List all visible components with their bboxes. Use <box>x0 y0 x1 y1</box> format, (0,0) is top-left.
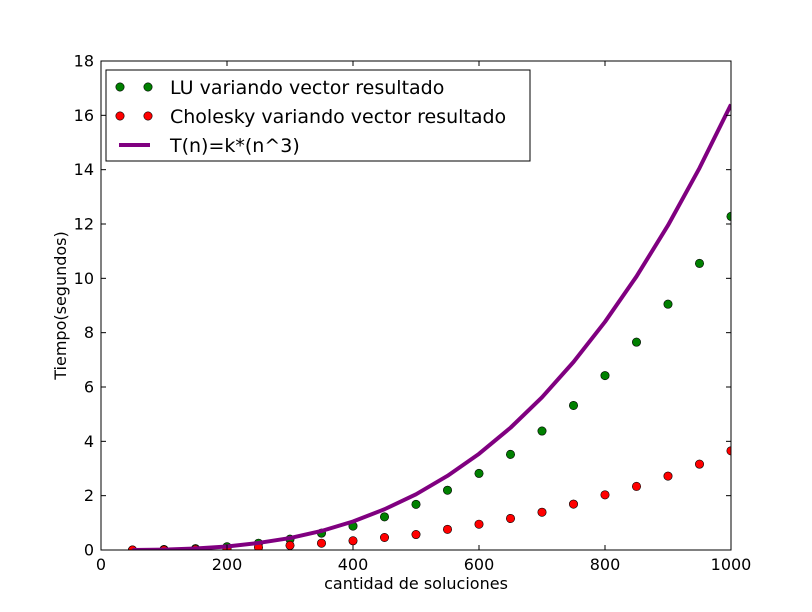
data-point-series-0 <box>631 337 641 347</box>
legend-swatch-marker <box>115 111 125 121</box>
data-point-series-0 <box>537 426 547 436</box>
y-tick-label: 18 <box>74 52 94 71</box>
y-tick-label: 12 <box>74 215 94 234</box>
data-point-series-1 <box>568 499 578 509</box>
legend-swatch-marker <box>143 111 153 121</box>
y-axis-label: Tiempo(segundos) <box>51 231 70 380</box>
y-tick-label: 2 <box>84 486 94 505</box>
legend: LU variando vector resultado Cholesky var… <box>105 69 531 162</box>
data-point-series-1 <box>631 481 641 491</box>
data-point-series-1 <box>411 530 421 540</box>
data-point-series-1 <box>285 540 295 550</box>
data-point-series-0 <box>505 449 515 459</box>
x-tick-label: 800 <box>590 555 621 574</box>
x-tick-label: 600 <box>464 555 495 574</box>
series-line-tn <box>132 103 731 550</box>
data-point-series-1 <box>663 471 673 481</box>
y-tick-label: 14 <box>74 160 94 179</box>
plot-area <box>128 103 731 550</box>
data-point-series-1 <box>379 533 389 543</box>
data-point-series-0 <box>474 468 484 478</box>
legend-entry-label: Cholesky variando vector resultado <box>170 106 506 128</box>
data-point-series-0 <box>411 499 421 509</box>
legend-box <box>105 69 531 162</box>
data-point-series-0 <box>600 371 610 381</box>
x-tick-label: 1000 <box>711 555 752 574</box>
x-axis-label: cantidad de soluciones <box>324 574 508 593</box>
data-point-series-1 <box>474 519 484 529</box>
data-point-series-1 <box>694 459 704 469</box>
y-tick-label: 16 <box>74 106 94 125</box>
x-tick-label: 400 <box>338 555 369 574</box>
y-tick-label: 0 <box>84 541 94 560</box>
data-point-series-1 <box>537 507 547 517</box>
legend-swatch-marker <box>143 82 153 92</box>
data-point-series-1 <box>505 513 515 523</box>
data-point-series-1 <box>600 490 610 500</box>
data-point-series-1 <box>316 538 326 548</box>
y-tick-label: 10 <box>74 269 94 288</box>
y-tick-label: 6 <box>84 378 94 397</box>
x-tick-label: 200 <box>212 555 243 574</box>
data-point-series-1 <box>348 536 358 546</box>
data-point-series-1 <box>442 524 452 534</box>
data-point-series-0 <box>663 299 673 309</box>
legend-swatch-marker <box>115 82 125 92</box>
y-tick-label: 8 <box>84 323 94 342</box>
x-tick-label: 0 <box>96 555 106 574</box>
data-point-series-0 <box>379 512 389 522</box>
legend-entry-label: T(n)=k*(n^3) <box>169 135 300 157</box>
data-point-series-0 <box>694 258 704 268</box>
plot-frame <box>100 60 732 551</box>
y-tick-label: 4 <box>84 432 94 451</box>
data-point-series-0 <box>442 485 452 495</box>
axes: 0 200 400 600 800 1000 0 2 4 6 8 10 12 14 16 18 <box>74 52 752 575</box>
data-point-series-0 <box>568 400 578 410</box>
legend-entry-label: LU variando vector resultado <box>170 77 444 99</box>
